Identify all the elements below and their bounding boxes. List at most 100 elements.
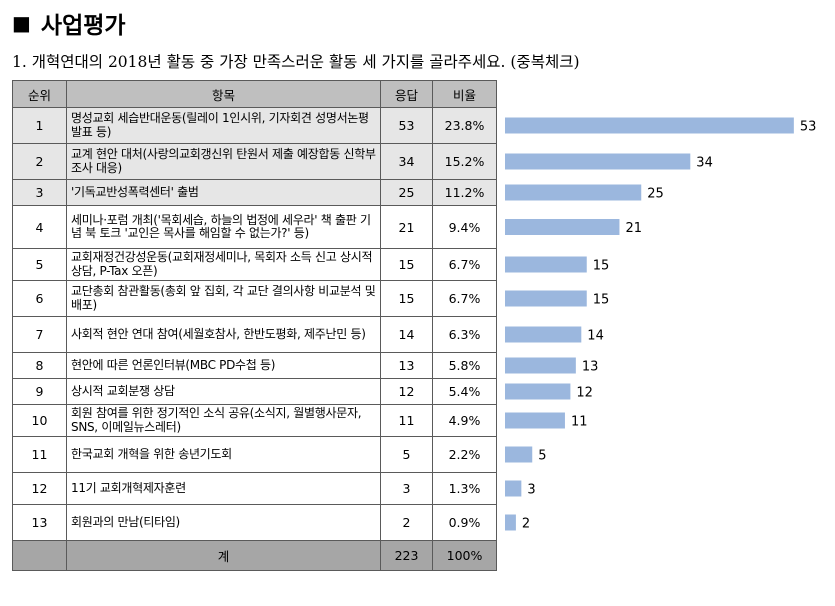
bar-value-label: 5 — [538, 449, 546, 464]
rank-cell: 1 — [12, 107, 67, 144]
item-cell: 명성교회 세습반대운동(릴레이 1인시위, 기자회견 성명서논평 발표 등) — [66, 107, 381, 144]
rank-cell: 9 — [12, 378, 67, 405]
header-rank: 순위 — [12, 80, 67, 108]
table-row: 6 교단총회 참관활동(총회 앞 집회, 각 교단 결의사항 비교분석 및 배포)… — [12, 280, 497, 317]
total-count: 223 — [380, 540, 433, 571]
item-cell: '기독교반성폭력센터' 출범 — [66, 179, 381, 206]
count-cell: 5 — [380, 436, 433, 473]
percent-cell: 4.9% — [432, 404, 497, 437]
count-cell: 34 — [380, 143, 433, 180]
bar-7 — [505, 326, 582, 343]
item-cell: 상시적 교회분쟁 상담 — [66, 378, 381, 405]
question-text: 1. 개혁연대의 2018년 활동 중 가장 만족스러운 활동 세 가지를 골라… — [12, 53, 580, 71]
table-row: 4 세미나·포럼 개최('목회세습, 하늘의 법정에 세우라' 책 출판 기념 북… — [12, 205, 497, 249]
table-row: 9 상시적 교회분쟁 상담 12 5.4% — [12, 378, 497, 405]
percent-cell: 1.3% — [432, 472, 497, 505]
item-cell: 세미나·포럼 개최('목회세습, 하늘의 법정에 세우라' 책 출판 기념 북 … — [66, 205, 381, 249]
bar-8 — [505, 357, 576, 374]
bar-2 — [505, 153, 691, 170]
section-title: ■ 사업평가 — [12, 6, 126, 40]
bar-11 — [505, 446, 533, 463]
bar-value-label: 15 — [593, 293, 610, 308]
item-cell: 회원 참여를 위한 정기적인 소식 공유(소식지, 월별행사문자, SNS, 이… — [66, 404, 381, 437]
total-rank-cell — [12, 540, 67, 571]
rank-cell: 3 — [12, 179, 67, 206]
table-row: 7 사회적 현안 연대 참여(세월호참사, 한반도평화, 제주난민 등) 14 6.3… — [12, 316, 497, 353]
bar-1 — [505, 117, 794, 134]
count-cell: 12 — [380, 378, 433, 405]
count-cell: 11 — [380, 404, 433, 437]
item-cell: 교회재정건강성운동(교회재정세미나, 목회자 소득 신고 상시적 상담, P-T… — [66, 248, 381, 281]
percent-cell: 23.8% — [432, 107, 497, 144]
count-cell: 25 — [380, 179, 433, 206]
bar-value-label: 13 — [582, 360, 599, 375]
rank-cell: 12 — [12, 472, 67, 505]
count-cell: 2 — [380, 504, 433, 541]
percent-cell: 5.8% — [432, 352, 497, 379]
bar-value-label: 11 — [571, 415, 588, 430]
bar-value-label: 2 — [522, 517, 530, 532]
item-cell: 11기 교회개혁제자훈련 — [66, 472, 381, 505]
bar-3 — [505, 184, 642, 201]
bar-4 — [505, 219, 620, 235]
header-item: 항목 — [66, 80, 381, 108]
count-cell: 53 — [380, 107, 433, 144]
count-cell: 14 — [380, 316, 433, 353]
table-row: 10 회원 참여를 위한 정기적인 소식 공유(소식지, 월별행사문자, SNS,… — [12, 404, 497, 437]
count-cell: 15 — [380, 280, 433, 317]
total-label: 계 — [66, 540, 381, 571]
percent-cell: 6.3% — [432, 316, 497, 353]
rank-cell: 6 — [12, 280, 67, 317]
rank-cell: 2 — [12, 143, 67, 180]
bar-10 — [505, 412, 565, 429]
rank-cell: 11 — [12, 436, 67, 473]
total-row: 계 223 100% — [12, 540, 497, 571]
bar-5 — [505, 256, 587, 273]
rank-cell: 5 — [12, 248, 67, 281]
bar-value-label: 34 — [696, 156, 713, 171]
table-row: 5 교회재정건강성운동(교회재정세미나, 목회자 소득 신고 상시적 상담, P-… — [12, 248, 497, 281]
count-cell: 13 — [380, 352, 433, 379]
item-cell: 한국교회 개혁을 위한 송년기도회 — [66, 436, 381, 473]
header-percent: 비율 — [432, 80, 497, 108]
bar-value-label: 12 — [576, 386, 593, 401]
rank-cell: 10 — [12, 404, 67, 437]
bar-value-label: 14 — [587, 329, 604, 344]
count-cell: 21 — [380, 205, 433, 249]
table-row: 2 교계 현안 대처(사랑의교회갱신위 탄원서 제출 예장합동 신학부 조사 대응… — [12, 143, 497, 180]
bar-13 — [505, 514, 516, 531]
count-cell: 15 — [380, 248, 433, 281]
square-bullet-icon: ■ — [12, 11, 31, 35]
table-row: 8 현안에 따른 언론인터뷰(MBC PD수첩 등) 13 5.8% — [12, 352, 497, 379]
rank-cell: 13 — [12, 504, 67, 541]
rank-cell: 4 — [12, 205, 67, 249]
bar-value-label: 21 — [625, 221, 642, 236]
rank-cell: 7 — [12, 316, 67, 353]
percent-cell: 0.9% — [432, 504, 497, 541]
percent-cell: 6.7% — [432, 280, 497, 317]
bar-9 — [505, 383, 571, 400]
percent-cell: 5.4% — [432, 378, 497, 405]
bar-value-label: 3 — [527, 483, 535, 498]
table-row: 13 회원과의 만남(티타임) 2 0.9% — [12, 504, 497, 541]
total-percent: 100% — [432, 540, 497, 571]
table-header-row: 순위 항목 응답 비율 — [12, 80, 497, 108]
rank-cell: 8 — [12, 352, 67, 379]
percent-cell: 9.4% — [432, 205, 497, 249]
item-cell: 교단총회 참관활동(총회 앞 집회, 각 교단 결의사항 비교분석 및 배포) — [66, 280, 381, 317]
percent-cell: 11.2% — [432, 179, 497, 206]
bar-value-label: 25 — [647, 187, 664, 202]
count-cell: 3 — [380, 472, 433, 505]
item-cell: 회원과의 만남(티타임) — [66, 504, 381, 541]
percent-cell: 15.2% — [432, 143, 497, 180]
result-table: 순위 항목 응답 비율 1 명성교회 세습반대운동(릴레이 1인시위, 기자회견 … — [12, 80, 497, 571]
table-row: 11 한국교회 개혁을 위한 송년기도회 5 2.2% — [12, 436, 497, 473]
table-row: 1 명성교회 세습반대운동(릴레이 1인시위, 기자회견 성명서논평 발표 등) 5… — [12, 107, 497, 144]
percent-cell: 6.7% — [432, 248, 497, 281]
section-title-text: 사업평가 — [40, 13, 126, 39]
bar-value-label: 15 — [593, 259, 610, 274]
item-cell: 교계 현안 대처(사랑의교회갱신위 탄원서 제출 예장합동 신학부 조사 대응) — [66, 143, 381, 180]
item-cell: 사회적 현안 연대 참여(세월호참사, 한반도평화, 제주난민 등) — [66, 316, 381, 353]
bar-value-label: 53 — [800, 120, 817, 135]
bar-12 — [505, 480, 522, 497]
